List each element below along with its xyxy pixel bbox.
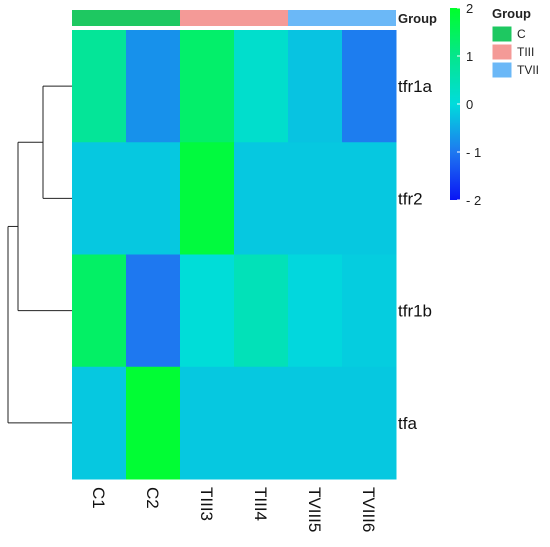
heatmap-cell [342, 254, 397, 368]
column-labels: C1 C2 TIII3 TIII4 TVIII5 TVIII6 [89, 487, 378, 532]
heatmap-cell [72, 366, 127, 480]
heatmap-cell [234, 142, 289, 255]
legend-label: C [517, 27, 526, 41]
heatmap-cells [72, 30, 397, 480]
heatmap-cell [180, 254, 235, 368]
colorbar-tick-label: 1 [466, 49, 473, 64]
heatmap-cell [126, 366, 181, 480]
heatmap-cell [126, 30, 181, 143]
heatmap-cell [180, 366, 235, 480]
group-annotation-cell [126, 10, 180, 26]
heatmap-cell [180, 142, 235, 255]
group-annotation-label: Group [398, 11, 437, 26]
legend-swatch [491, 61, 513, 79]
legend-label: TVII [517, 63, 539, 77]
group-legend-title: Group [492, 6, 531, 21]
heatmap-cell [234, 366, 289, 480]
column-label: TIII4 [251, 487, 270, 521]
row-labels: tfr1a tfr2 tfr1b tfa [398, 77, 433, 433]
row-label: tfa [398, 414, 417, 433]
column-label: C2 [143, 487, 162, 509]
heatmap-cell [288, 30, 343, 143]
legend-label: TIII [517, 45, 534, 59]
group-annotation-cell [234, 10, 288, 26]
row-label: tfr1b [398, 302, 432, 321]
group-annotation-cell [288, 10, 342, 26]
row-label: tfr2 [398, 189, 423, 208]
group-annotation-cell [342, 10, 396, 26]
heatmap-cell [72, 30, 127, 143]
heatmap-cell [72, 142, 127, 255]
group-annotation-cell [180, 10, 234, 26]
colorbar-tick-label: 0 [466, 97, 473, 112]
heatmap-cell [342, 142, 397, 255]
colorbar-tick-label: - 2 [466, 193, 481, 208]
colorbar: 2 1 0 - 1 - 2 [450, 1, 481, 208]
column-label: TIII3 [197, 487, 216, 521]
heatmap-cell [72, 254, 127, 368]
legend-swatch [491, 25, 513, 43]
heatmap-cell [126, 254, 181, 368]
row-dendrogram [7, 85, 72, 424]
column-label: TVIII6 [359, 487, 378, 532]
column-label: C1 [89, 487, 108, 509]
heatmap-cell [342, 30, 397, 143]
heatmap-cell [342, 366, 397, 480]
heatmap-cell [180, 30, 235, 143]
colorbar-gradient [450, 8, 460, 200]
group-annotation-cell [72, 10, 126, 26]
colorbar-tick-label: - 1 [466, 145, 481, 160]
heatmap-cell [288, 142, 343, 255]
heatmap-cell [288, 254, 343, 368]
heatmap-cell [288, 366, 343, 480]
row-label: tfr1a [398, 77, 433, 96]
group-legend: Group C TIII TVII [491, 6, 539, 79]
column-label: TVIII5 [305, 487, 324, 532]
heatmap-cell [234, 254, 289, 368]
legend-swatch [491, 43, 513, 61]
heatmap-cell [126, 142, 181, 255]
heatmap-cell [234, 30, 289, 143]
colorbar-tick-label: 2 [466, 1, 473, 16]
group-annotation-bar [72, 10, 396, 26]
